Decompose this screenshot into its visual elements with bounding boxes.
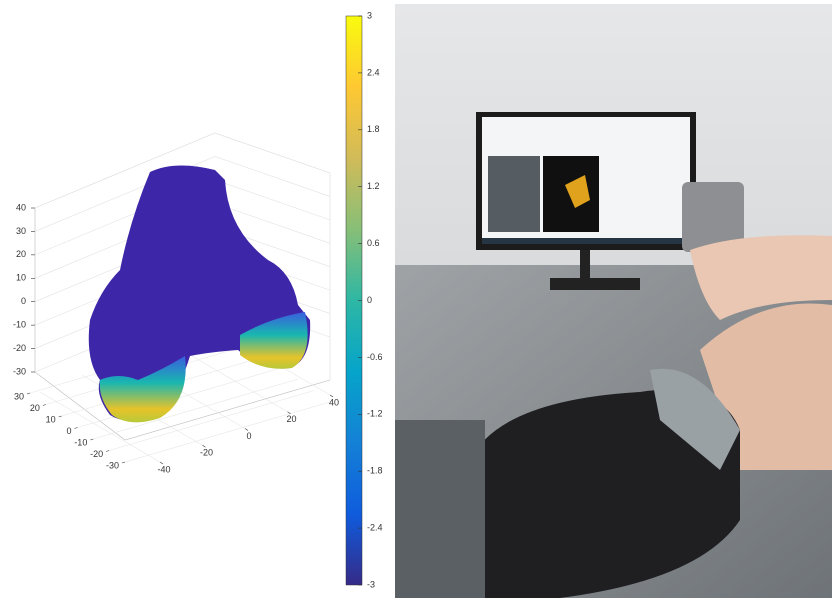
colorbar-tick-label: -1.8	[367, 466, 383, 476]
y-tick-label: 30	[14, 391, 24, 401]
colorbar-tick-label: 2.4	[367, 67, 380, 77]
y-tick	[90, 439, 93, 440]
z-tick-label: 30	[16, 226, 26, 236]
y-tick	[59, 416, 62, 417]
colorbar-tick-label: 3	[367, 10, 372, 20]
y-tick	[43, 405, 46, 406]
colorbar-tick-label: -1.2	[367, 409, 383, 419]
x-tick-label: 40	[329, 397, 339, 407]
page: 403020100-10-20-303020100-10-20-30-40-20…	[0, 0, 832, 598]
colorbar-tick-label: 0.6	[367, 238, 380, 248]
colorbar-tick-label: 0	[367, 295, 372, 305]
y-tick-label: 20	[30, 403, 40, 413]
colorbar-tick-label: 1.2	[367, 181, 380, 191]
y-tick-label: -20	[90, 449, 103, 459]
y-tick	[106, 451, 109, 452]
y-tick	[27, 393, 30, 394]
z-tick-label: -10	[13, 320, 26, 330]
z-tick-label: 0	[21, 296, 26, 306]
x-tick-label: 0	[246, 431, 251, 441]
z-tick-label: 40	[16, 202, 26, 212]
colorbar-tick-label: -0.6	[367, 352, 383, 362]
y-tick-label: 0	[66, 426, 71, 436]
z-tick-label: 10	[16, 273, 26, 283]
x-tick-label: 20	[286, 414, 296, 424]
x-tick-label: -20	[200, 448, 213, 458]
z-tick-label: -20	[13, 343, 26, 353]
z-tick-label: 20	[16, 249, 26, 259]
y-tick-label: -30	[106, 460, 119, 470]
colorbar: 3 2.4 1.8 1.2 0.6 0 -0.6 -1.2 -1.8 -2.4 -3	[346, 10, 383, 589]
y-tick-label: 10	[46, 414, 56, 424]
y-tick	[75, 428, 78, 429]
colorbar-tick-label: 1.8	[367, 124, 380, 134]
figure: 403020100-10-20-303020100-10-20-30-40-20…	[0, 0, 832, 598]
surface	[89, 165, 310, 422]
photo	[395, 4, 832, 598]
colorbar-tick-label: -2.4	[367, 522, 383, 532]
y-tick	[122, 462, 125, 463]
z-tick-label: -30	[13, 366, 26, 376]
y-tick-label: -10	[74, 437, 87, 447]
colorbar-tick-label: -3	[367, 579, 375, 589]
x-tick-label: -40	[157, 464, 170, 474]
